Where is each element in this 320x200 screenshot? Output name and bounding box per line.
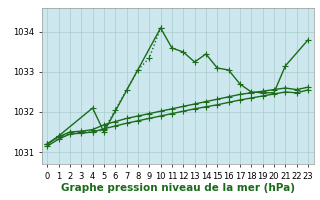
X-axis label: Graphe pression niveau de la mer (hPa): Graphe pression niveau de la mer (hPa) — [60, 183, 295, 193]
